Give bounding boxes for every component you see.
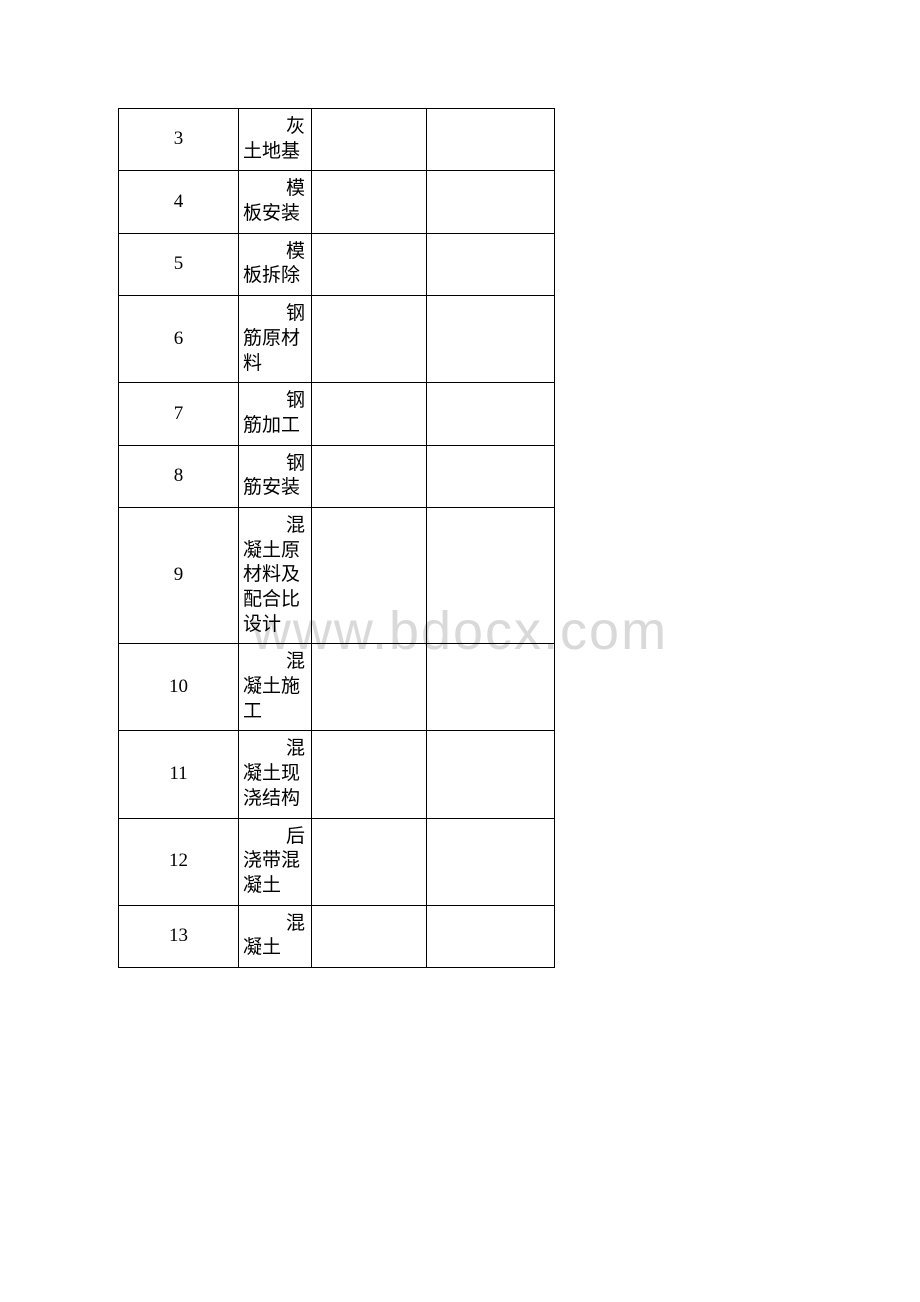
empty-cell-3 (312, 818, 427, 905)
desc-rest: 凝土原材料及配合比设计 (243, 539, 307, 638)
empty-cell-3 (312, 233, 427, 295)
desc-rest: 凝土 (243, 936, 307, 961)
empty-cell-4 (427, 905, 555, 967)
desc-rest: 板拆除 (243, 264, 307, 289)
empty-cell-3 (312, 507, 427, 643)
row-number-cell: 7 (119, 383, 239, 445)
empty-cell-4 (427, 731, 555, 818)
empty-cell-3 (312, 296, 427, 383)
desc-first-char: 钢 (243, 302, 307, 327)
desc-rest: 土地基 (243, 140, 307, 165)
data-table: 3灰土地基4模板安装5模板拆除6钢筋原材料7钢筋加工8钢筋安装9混凝土原材料及配… (118, 108, 802, 968)
row-number-cell: 9 (119, 507, 239, 643)
description-cell: 混凝土施工 (239, 644, 312, 731)
desc-first-char: 混 (243, 514, 307, 539)
description-cell: 钢筋加工 (239, 383, 312, 445)
empty-cell-3 (312, 171, 427, 233)
description-cell: 模板拆除 (239, 233, 312, 295)
empty-cell-4 (427, 171, 555, 233)
desc-first-char: 模 (243, 177, 307, 202)
desc-first-char: 灰 (243, 115, 307, 140)
desc-rest: 板安装 (243, 202, 307, 227)
desc-first-char: 模 (243, 240, 307, 265)
description-cell: 后浇带混凝土 (239, 818, 312, 905)
empty-cell-3 (312, 383, 427, 445)
desc-first-char: 混 (243, 737, 307, 762)
row-number-cell: 4 (119, 171, 239, 233)
page-container: 3灰土地基4模板安装5模板拆除6钢筋原材料7钢筋加工8钢筋安装9混凝土原材料及配… (0, 0, 920, 1076)
desc-first-char: 后 (243, 825, 307, 850)
description-cell: 灰土地基 (239, 109, 312, 171)
empty-cell-4 (427, 445, 555, 507)
empty-cell-3 (312, 905, 427, 967)
merged-right-cell (555, 109, 803, 968)
description-cell: 混凝土原材料及配合比设计 (239, 507, 312, 643)
table-wrapper: 3灰土地基4模板安装5模板拆除6钢筋原材料7钢筋加工8钢筋安装9混凝土原材料及配… (118, 108, 802, 968)
empty-cell-4 (427, 644, 555, 731)
row-number-cell: 13 (119, 905, 239, 967)
description-cell: 混凝土 (239, 905, 312, 967)
row-number-cell: 8 (119, 445, 239, 507)
empty-cell-4 (427, 818, 555, 905)
row-number-cell: 5 (119, 233, 239, 295)
desc-rest: 筋原材料 (243, 327, 307, 376)
desc-rest: 凝土施工 (243, 675, 307, 724)
desc-first-char: 混 (243, 912, 307, 937)
description-cell: 混凝土现浇结构 (239, 731, 312, 818)
empty-cell-3 (312, 731, 427, 818)
empty-cell-4 (427, 233, 555, 295)
row-number-cell: 3 (119, 109, 239, 171)
empty-cell-3 (312, 644, 427, 731)
desc-first-char: 钢 (243, 389, 307, 414)
empty-cell-3 (312, 109, 427, 171)
row-number-cell: 10 (119, 644, 239, 731)
description-cell: 钢筋原材料 (239, 296, 312, 383)
table-row: 3灰土地基 (119, 109, 803, 171)
description-cell: 钢筋安装 (239, 445, 312, 507)
desc-rest: 筋安装 (243, 476, 307, 501)
desc-first-char: 混 (243, 650, 307, 675)
empty-cell-3 (312, 445, 427, 507)
empty-cell-4 (427, 296, 555, 383)
row-number-cell: 12 (119, 818, 239, 905)
description-cell: 模板安装 (239, 171, 312, 233)
empty-cell-4 (427, 383, 555, 445)
row-number-cell: 11 (119, 731, 239, 818)
empty-cell-4 (427, 109, 555, 171)
desc-rest: 浇带混凝土 (243, 849, 307, 898)
empty-cell-4 (427, 507, 555, 643)
desc-first-char: 钢 (243, 452, 307, 477)
desc-rest: 筋加工 (243, 414, 307, 439)
row-number-cell: 6 (119, 296, 239, 383)
desc-rest: 凝土现浇结构 (243, 762, 307, 811)
